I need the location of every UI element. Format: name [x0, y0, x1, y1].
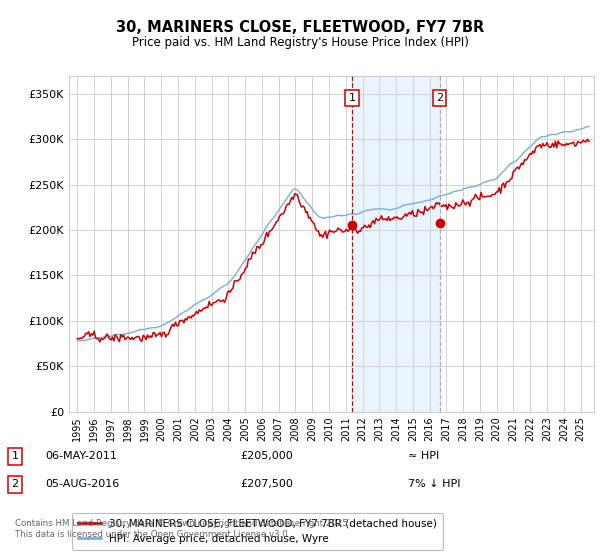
Text: 05-AUG-2016: 05-AUG-2016	[45, 479, 119, 489]
Bar	[352, 76, 440, 412]
Text: £205,000: £205,000	[240, 451, 293, 461]
Text: 7% ↓ HPI: 7% ↓ HPI	[408, 479, 461, 489]
Text: £207,500: £207,500	[240, 479, 293, 489]
Text: Contains HM Land Registry data © Crown copyright and database right 2025.
This d: Contains HM Land Registry data © Crown c…	[15, 520, 350, 539]
Legend: 30, MARINERS CLOSE, FLEETWOOD, FY7 7BR (detached house), HPI: Average price, det: 30, MARINERS CLOSE, FLEETWOOD, FY7 7BR (…	[71, 512, 443, 550]
Text: 2: 2	[11, 479, 19, 489]
Text: 06-MAY-2011: 06-MAY-2011	[45, 451, 117, 461]
Text: ≈ HPI: ≈ HPI	[408, 451, 439, 461]
Text: Price paid vs. HM Land Registry's House Price Index (HPI): Price paid vs. HM Land Registry's House …	[131, 36, 469, 49]
Text: 30, MARINERS CLOSE, FLEETWOOD, FY7 7BR: 30, MARINERS CLOSE, FLEETWOOD, FY7 7BR	[116, 20, 484, 35]
Text: 2: 2	[436, 94, 443, 103]
Text: 1: 1	[11, 451, 19, 461]
Text: 1: 1	[349, 94, 355, 103]
